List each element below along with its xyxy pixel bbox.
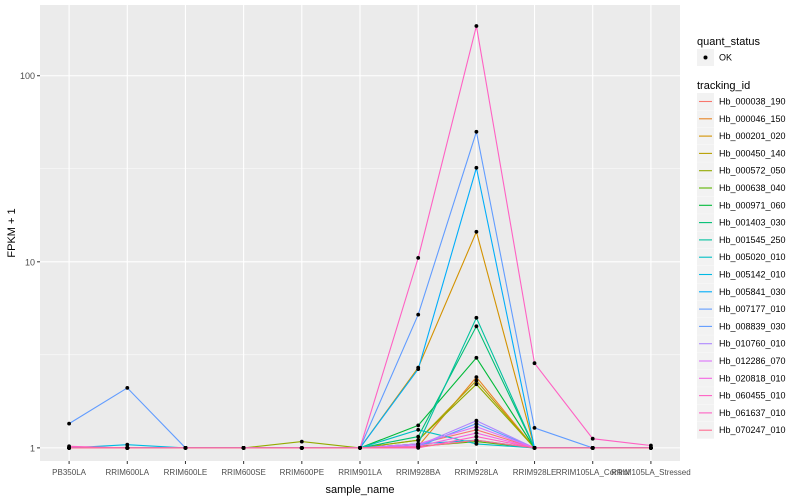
data-point xyxy=(183,446,188,450)
x-tick-label: RRIM600SE xyxy=(221,468,265,477)
data-point xyxy=(590,446,595,450)
legend-color-label: Hb_005020_010 xyxy=(719,252,786,262)
y-axis: 1 10 100 xyxy=(20,71,40,453)
x-tick-label: RRIM600LA xyxy=(105,468,149,477)
data-point xyxy=(474,442,479,446)
data-point xyxy=(125,442,130,447)
legend-shape-label: OK xyxy=(719,53,732,63)
legend-color-label: Hb_061637_010 xyxy=(719,408,786,418)
data-point xyxy=(474,24,479,28)
data-point xyxy=(416,438,421,443)
x-axis: PB350LA RRIM600LA RRIM600LE RRIM600SE RRIM60… xyxy=(52,461,691,477)
data-point xyxy=(474,418,479,423)
data-point xyxy=(474,375,479,379)
data-point xyxy=(416,312,421,317)
x-tick-label: RRIM105LA_Stressed xyxy=(611,468,691,477)
data-point xyxy=(590,436,595,441)
legend-shape-entries: OK xyxy=(697,49,732,66)
legend-shape-point xyxy=(703,55,708,60)
data-point xyxy=(474,378,479,383)
legend-color-label: Hb_008839_030 xyxy=(719,321,786,331)
data-point xyxy=(649,446,653,450)
data-point xyxy=(125,386,130,390)
data-point xyxy=(532,446,537,450)
legend-color-label: Hb_000201_020 xyxy=(719,131,786,141)
data-point xyxy=(416,434,421,439)
data-point xyxy=(474,431,479,435)
legend-color-label: Hb_010760_010 xyxy=(719,339,786,349)
legend-color-entries: Hb_000038_190 Hb_000046_150 Hb_000201_020 H… xyxy=(697,93,786,439)
legend-color-label: Hb_007177_010 xyxy=(719,304,786,314)
data-point xyxy=(416,256,421,260)
legend-color-label: Hb_012286_070 xyxy=(719,356,786,366)
data-point xyxy=(474,421,479,426)
legend-color-label: Hb_005841_030 xyxy=(719,287,786,297)
data-point xyxy=(299,439,304,444)
data-point xyxy=(474,315,479,320)
legend-color-label: Hb_000971_060 xyxy=(719,200,786,210)
data-point xyxy=(416,445,421,449)
x-tick-label: RRIM928LE xyxy=(513,468,557,477)
legend-color-label: Hb_000450_140 xyxy=(719,148,786,158)
data-point xyxy=(358,446,362,450)
legend-color-label: Hb_020818_010 xyxy=(719,373,786,383)
data-point xyxy=(474,165,479,170)
y-axis-title: FPKM + 1 xyxy=(6,208,18,257)
x-tick-label: RRIM901LA xyxy=(338,468,382,477)
y-tick-label: 10 xyxy=(25,257,35,267)
x-tick-label: RRIM600PE xyxy=(280,468,324,477)
legend-color-label: Hb_000046_150 xyxy=(719,114,786,124)
data-point xyxy=(67,446,71,450)
data-point xyxy=(416,423,421,428)
data-point xyxy=(125,446,130,450)
legend-color-label: Hb_070247_010 xyxy=(719,425,786,435)
data-point xyxy=(532,361,537,366)
legend-color-label: Hb_060455_010 xyxy=(719,391,786,401)
data-point xyxy=(474,434,479,439)
data-point xyxy=(532,426,537,430)
data-point xyxy=(474,382,479,387)
data-point xyxy=(241,446,246,450)
legend: quant_status OK tracking_id Hb_000038_19… xyxy=(697,36,786,439)
data-point xyxy=(474,129,479,134)
y-tick-label: 100 xyxy=(20,71,35,81)
legend-color-label: Hb_000038_190 xyxy=(719,97,786,107)
data-point xyxy=(67,421,71,426)
x-tick-label: RRIM105LA_Control xyxy=(556,468,630,477)
legend-color-title: tracking_id xyxy=(697,80,750,92)
legend-color-label: Hb_000572_050 xyxy=(719,166,786,176)
legend-color-label: Hb_000638_040 xyxy=(719,183,786,193)
legend-shape-title: quant_status xyxy=(697,36,760,48)
data-point xyxy=(474,424,479,429)
data-point xyxy=(474,324,479,329)
data-point xyxy=(416,367,421,371)
data-point xyxy=(416,427,421,432)
x-axis-title: sample_name xyxy=(325,484,394,496)
legend-color-label: Hb_001403_030 xyxy=(719,218,786,228)
data-point xyxy=(474,355,479,360)
x-tick-label: RRIM928LA xyxy=(455,468,499,477)
x-tick-label: RRIM928BA xyxy=(396,468,441,477)
data-point xyxy=(474,229,479,234)
y-tick-label: 1 xyxy=(30,443,35,453)
data-point xyxy=(299,446,304,450)
legend-color-label: Hb_005142_010 xyxy=(719,270,786,280)
data-point xyxy=(474,427,479,432)
data-point xyxy=(474,438,479,443)
x-tick-label: PB350LA xyxy=(52,468,86,477)
x-tick-label: RRIM600LE xyxy=(164,468,208,477)
series-points xyxy=(67,24,653,450)
legend-color-label: Hb_001545_250 xyxy=(719,235,786,245)
